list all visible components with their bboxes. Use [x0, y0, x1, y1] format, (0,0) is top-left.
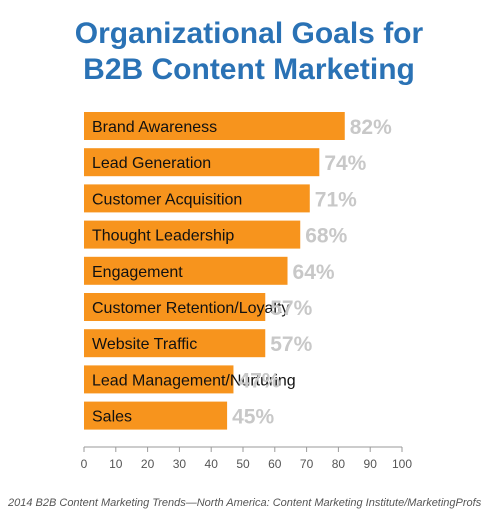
category-label: Lead Management/Nurturing	[92, 372, 296, 389]
x-tick-label: 30	[173, 457, 187, 471]
value-label: 57%	[270, 333, 312, 356]
x-tick-label: 90	[364, 457, 378, 471]
bar	[84, 256, 288, 285]
x-tick-label: 40	[205, 457, 219, 471]
x-tick-label: 20	[141, 457, 155, 471]
category-label: Sales	[92, 409, 132, 426]
category-label: Brand Awareness	[92, 119, 217, 136]
bar	[84, 220, 301, 249]
x-tick-label: 60	[268, 457, 282, 471]
category-label: Lead Generation	[92, 155, 211, 172]
value-label: 47%	[238, 369, 280, 392]
value-label: 45%	[232, 406, 274, 429]
bar	[84, 365, 234, 394]
bar	[84, 112, 345, 140]
source-caption: 2014 B2B Content Marketing Trends—North …	[8, 497, 482, 509]
bar	[84, 293, 266, 321]
x-tick-label: 50	[236, 457, 250, 471]
category-label: Thought Leadership	[92, 228, 234, 245]
bar	[84, 329, 266, 358]
x-tick-label: 0	[81, 457, 88, 471]
value-label: 68%	[305, 225, 347, 248]
bar	[84, 401, 228, 430]
bar	[84, 148, 320, 177]
category-label: Engagement	[92, 264, 183, 281]
category-label: Website Traffic	[92, 336, 197, 353]
category-label: Customer Acquisition	[92, 191, 242, 208]
x-tick-label: 70	[300, 457, 314, 471]
x-tick-label: 80	[332, 457, 346, 471]
category-label: Customer Retention/Loyalty	[92, 300, 289, 317]
value-label: 57%	[270, 297, 312, 320]
bar	[84, 184, 310, 213]
x-tick-label: 100	[392, 457, 412, 471]
value-label: 71%	[315, 188, 357, 211]
value-label: 82%	[350, 116, 392, 139]
chart-title-line-1: Organizational Goals for	[74, 17, 424, 50]
x-tick-label: 10	[109, 457, 123, 471]
chart-title-line-2: B2B Content Marketing	[83, 53, 415, 86]
value-label: 64%	[293, 261, 335, 284]
value-label: 74%	[324, 152, 366, 175]
